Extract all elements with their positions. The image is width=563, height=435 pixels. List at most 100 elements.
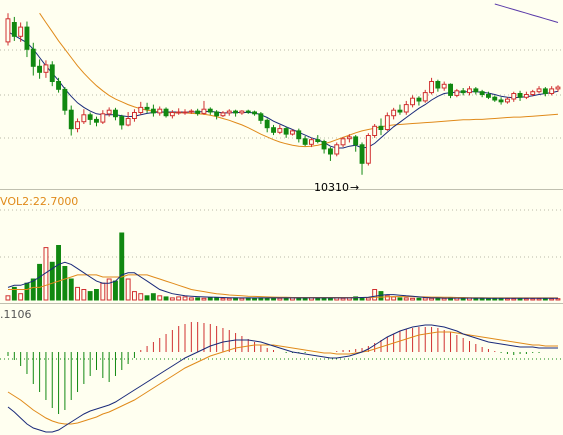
candle-body-down (30, 48, 36, 67)
volume-bar-up (157, 295, 163, 301)
volume-ma-blue-line (7, 261, 558, 299)
candle-body-down (397, 109, 403, 113)
candle-body-down (144, 106, 150, 110)
candle-body-down (68, 109, 74, 130)
candle-body-down (416, 97, 422, 102)
candle-body-down (119, 116, 125, 126)
volume-bar-up (410, 297, 416, 301)
candle-body-down (492, 96, 498, 101)
volume-bar-up (511, 298, 517, 301)
candle (530, 89, 536, 97)
volume-bar-down (144, 295, 150, 301)
candle (94, 116, 99, 127)
price-ma-mid-line (39, 12, 559, 148)
volume-bar-down (24, 282, 30, 301)
candle (30, 42, 36, 76)
candle-body-up (176, 111, 182, 114)
volume-bar-up (220, 297, 226, 301)
candle-body-up (340, 138, 346, 146)
candle-body-down (87, 114, 93, 120)
candle (233, 109, 239, 117)
volume-bar-up (505, 298, 510, 301)
volume-bar-down (49, 261, 55, 301)
candle-body-down (94, 118, 99, 123)
candle (11, 16, 17, 41)
candle (81, 109, 87, 124)
candle (201, 100, 207, 115)
volume-bar-down (321, 297, 327, 301)
candle-body-up (169, 112, 175, 117)
candle (321, 139, 327, 154)
candle (68, 105, 74, 136)
volume-bar-down (62, 266, 68, 301)
candle-body-down (150, 108, 156, 114)
candle-body-down (296, 130, 302, 140)
candle-body-down (245, 110, 251, 113)
volume-bar-up (5, 295, 11, 301)
candle-body-up (75, 121, 80, 130)
volume-bar-down (37, 263, 42, 301)
candle (18, 22, 24, 42)
candle-body-up (441, 83, 447, 89)
candle (505, 97, 510, 104)
candle (43, 60, 49, 78)
candle (498, 97, 504, 105)
volume-bar-down (252, 297, 258, 301)
volume-bar-down (150, 293, 156, 301)
candle (517, 90, 523, 101)
volume-bar-up (182, 296, 188, 301)
candle-body-up (18, 26, 24, 37)
candle (138, 101, 144, 115)
candle (448, 83, 454, 99)
candle-body-down (264, 119, 270, 129)
candle (416, 96, 422, 106)
candle (454, 88, 460, 98)
candle (220, 111, 226, 118)
candle (473, 87, 479, 95)
candle-body-down (448, 83, 454, 96)
candle-body-up (5, 18, 11, 43)
candle-body-down (252, 111, 258, 115)
candle-body-down (486, 94, 491, 98)
candle (391, 107, 397, 120)
macd-dif-line (7, 324, 558, 433)
candle (5, 13, 11, 46)
candle (403, 100, 409, 115)
volume-bar-up (18, 293, 24, 301)
volume-bar-down (264, 297, 270, 301)
candle-body-up (309, 139, 314, 145)
price-moving-averages (7, 3, 559, 149)
volume-bar-up (239, 297, 245, 301)
candle-body-down (258, 113, 264, 121)
volume-bar-down (416, 297, 422, 301)
volume-bar-up (138, 293, 144, 301)
volume-bar-up (523, 298, 529, 301)
volume-bar-up (277, 297, 283, 301)
candle-body-down (62, 88, 68, 111)
volume-panel: VOL2:22.7000 (0, 195, 561, 301)
candle (549, 86, 555, 96)
candle-body-up (125, 118, 131, 126)
macd-lines (7, 324, 558, 433)
volume-bar-up (536, 298, 542, 301)
candle (378, 118, 384, 136)
low-price-label: 10310 (314, 181, 349, 194)
candle-body-up (132, 112, 137, 119)
volume-bar-up (100, 282, 106, 301)
candle-body-down (542, 88, 548, 95)
volume-bar-down (30, 278, 36, 301)
candle (536, 86, 542, 94)
candle-body-up (422, 92, 428, 102)
candle-body-up (277, 128, 283, 133)
candle (460, 88, 466, 96)
candle-body-up (346, 136, 352, 140)
candle (429, 77, 435, 95)
volume-bar-up (429, 297, 435, 301)
candle (467, 86, 472, 96)
candle-body-up (536, 88, 542, 93)
price-panel: 10310 → (5, 3, 561, 194)
candle (87, 112, 93, 125)
candle-body-up (239, 110, 245, 114)
candle-body-up (530, 91, 536, 95)
candle-body-up (549, 88, 555, 95)
